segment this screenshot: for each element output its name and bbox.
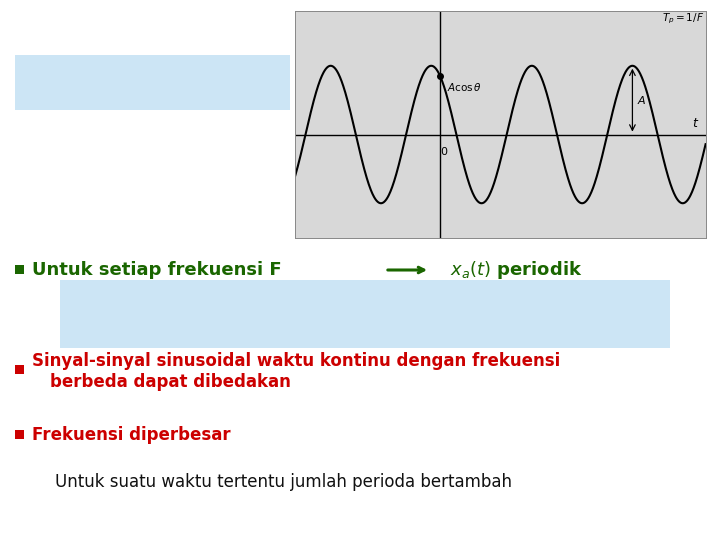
- Text: $x_a(t)$ periodik: $x_a(t)$ periodik: [450, 259, 582, 281]
- Text: $x_a(t) = A\cos(\Omega t + \theta)$: $x_a(t) = A\cos(\Omega t + \theta)$: [55, 71, 249, 93]
- Text: $A\cos\theta$: $A\cos\theta$: [447, 82, 482, 93]
- Text: $t$: $t$: [693, 117, 700, 130]
- Text: $x_a(t + T_p) = x_a(t)$: $x_a(t + T_p) = x_a(t)$: [127, 298, 272, 322]
- Text: Untuk suatu waktu tertentu jumlah perioda bertambah: Untuk suatu waktu tertentu jumlah period…: [55, 473, 512, 491]
- Text: berbeda dapat dibedakan: berbeda dapat dibedakan: [50, 373, 291, 391]
- Text: $A$: $A$: [637, 94, 647, 106]
- Bar: [15, 265, 24, 274]
- Text: Untuk setiap frekuensi F: Untuk setiap frekuensi F: [32, 261, 282, 279]
- Text: $T_p = \dfrac{1}{F} =$ perioda dasar: $T_p = \dfrac{1}{F} =$ perioda dasar: [375, 292, 585, 328]
- Text: Sinyal-sinyal sinusoidal waktu kontinu dengan frekuensi: Sinyal-sinyal sinusoidal waktu kontinu d…: [32, 352, 560, 370]
- Text: Frekuensi diperbesar: Frekuensi diperbesar: [32, 426, 230, 444]
- Bar: [15, 430, 24, 439]
- Text: $T_p = 1/F$: $T_p = 1/F$: [662, 11, 703, 26]
- Bar: [15, 365, 24, 374]
- Text: 0: 0: [441, 147, 447, 157]
